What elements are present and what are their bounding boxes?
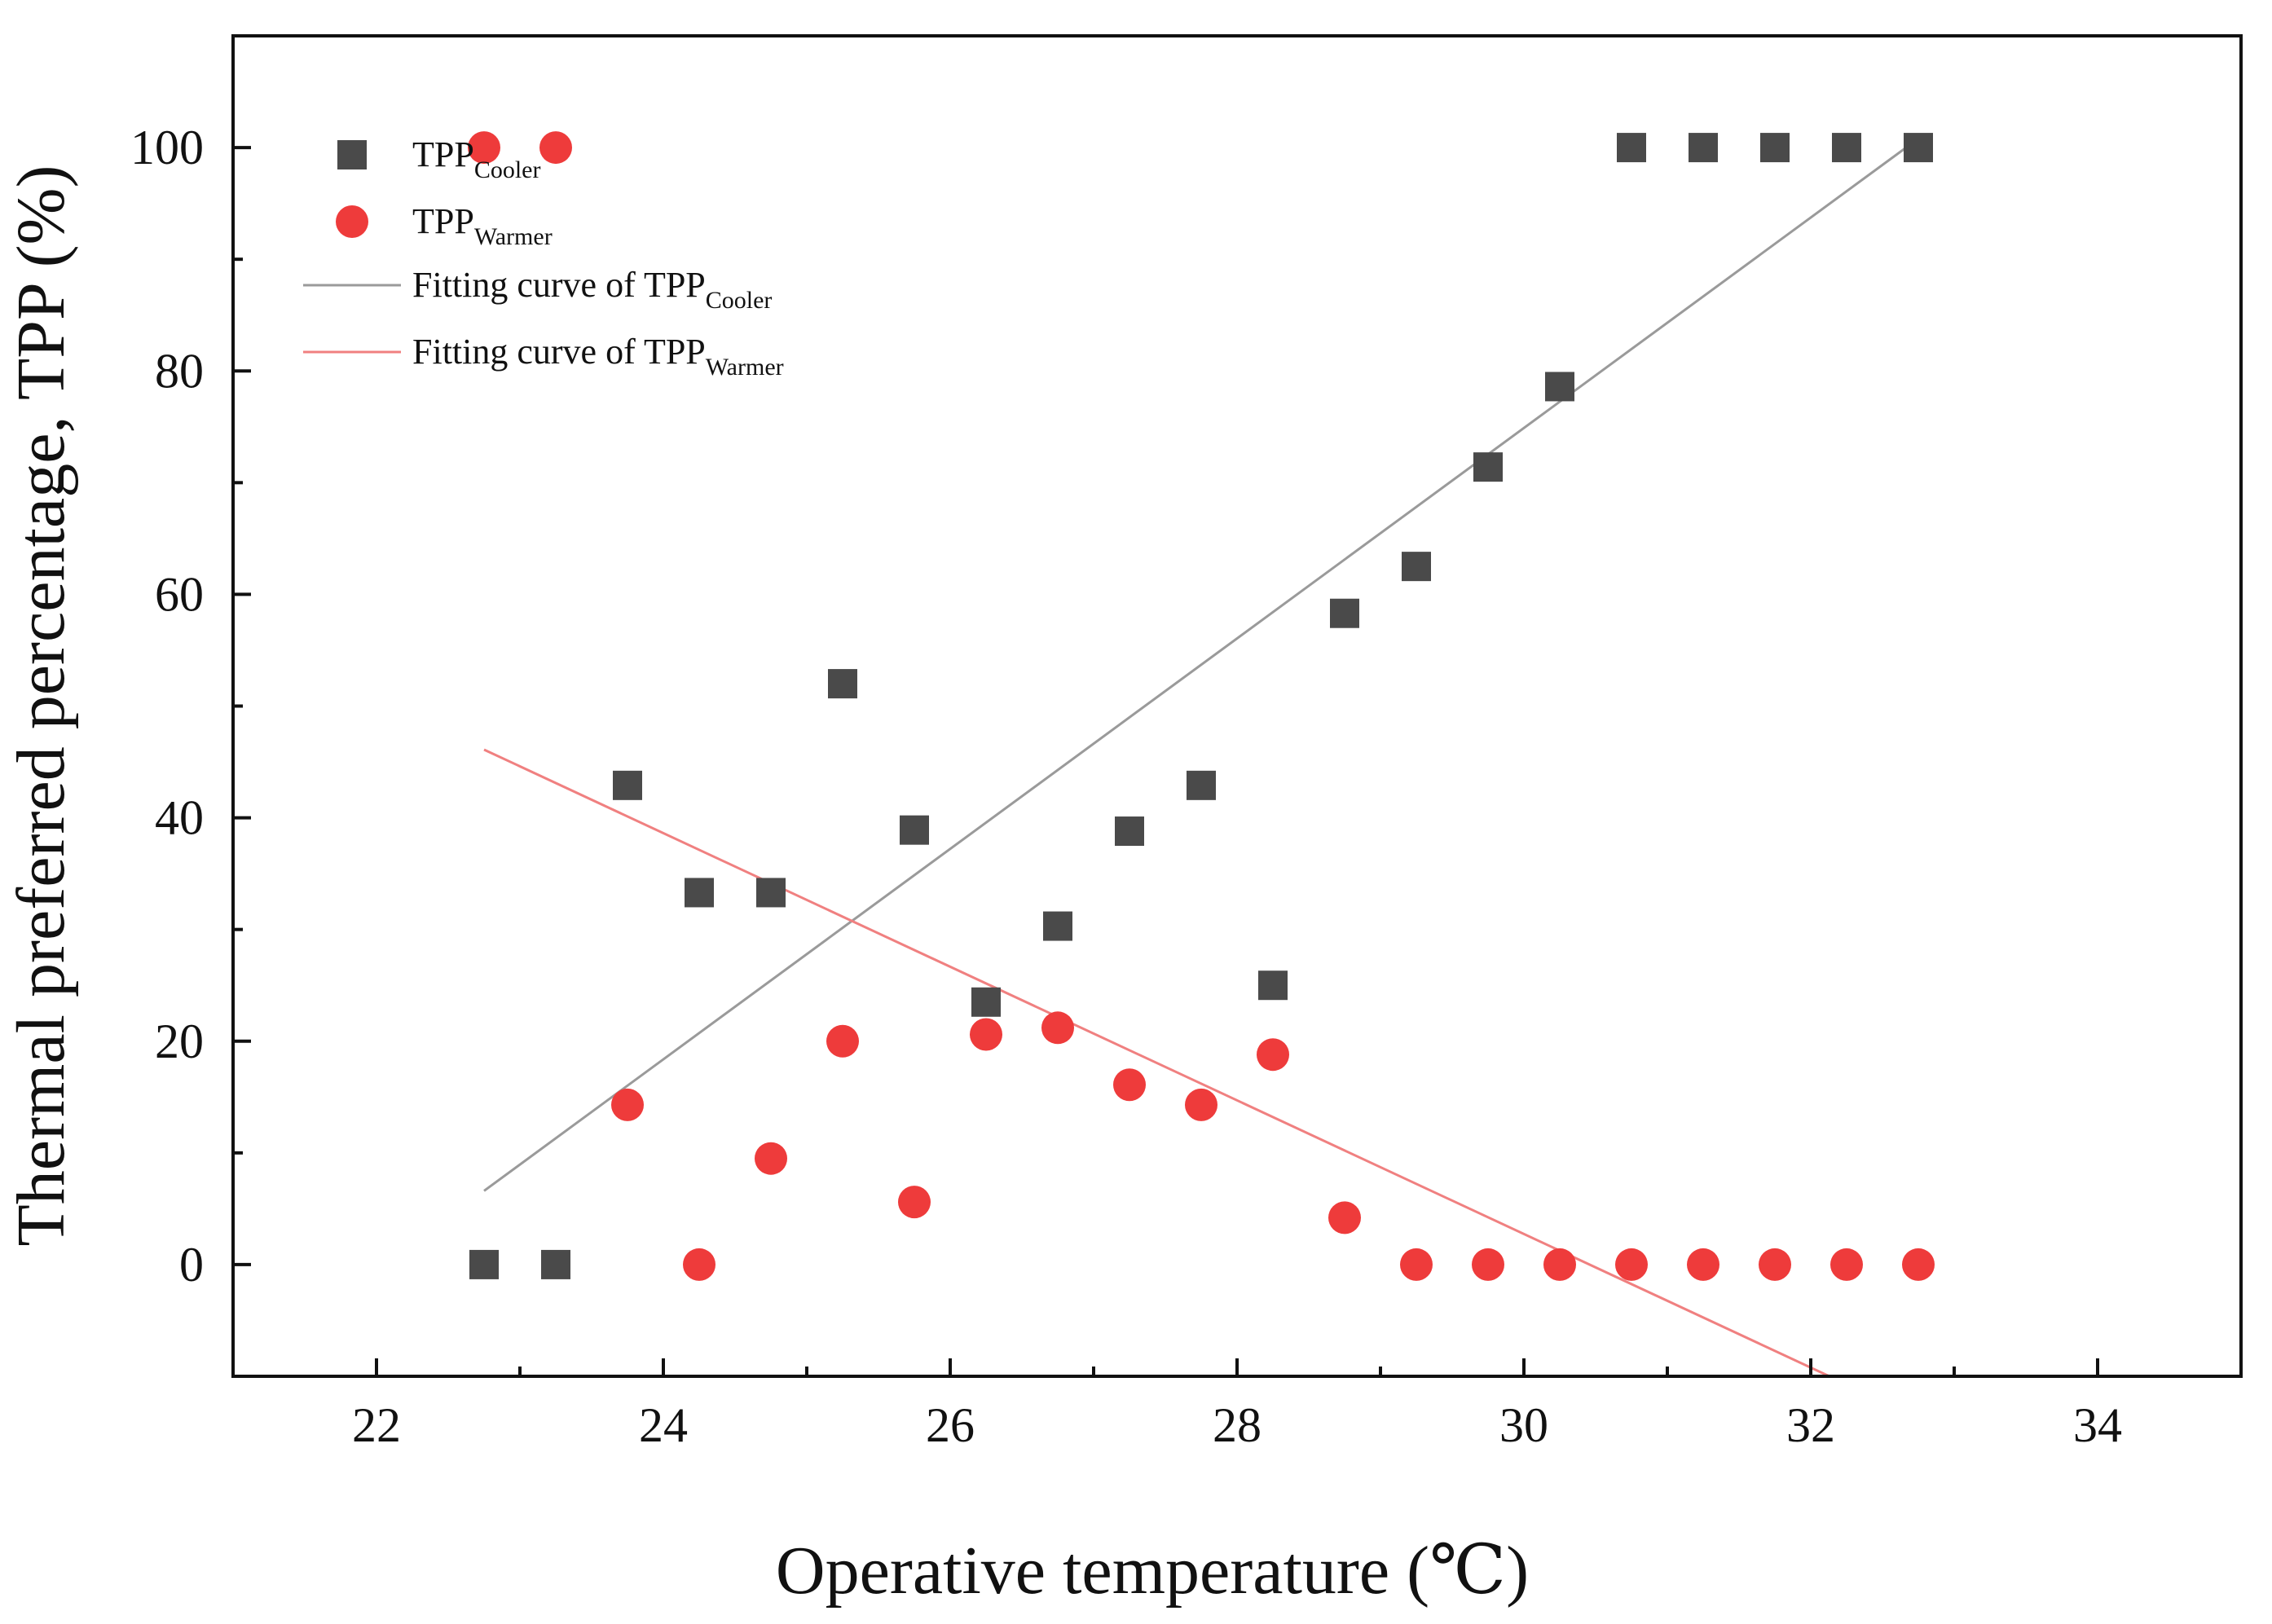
point-cooler [1617, 133, 1646, 163]
legend-label-warmer-subscript: Warmer [474, 223, 553, 250]
legend-label-cooler: TPPCooler [412, 134, 540, 183]
y-tick-label: 60 [155, 567, 204, 621]
y-axis: 0 20 40 60 80 100 [130, 34, 251, 1378]
point-cooler [1473, 452, 1503, 482]
legend-label-warmer: TPPWarmer [412, 201, 553, 250]
point-cooler [828, 669, 857, 699]
point-warmer [755, 1142, 787, 1175]
y-tick-label: 20 [155, 1014, 204, 1068]
point-cooler [1115, 816, 1144, 847]
x-tick-label: 24 [639, 1398, 688, 1452]
point-cooler [1689, 133, 1718, 163]
point-cooler [1760, 133, 1790, 163]
point-warmer [1328, 1201, 1361, 1235]
fit-line-warmer [483, 748, 1830, 1378]
point-warmer [1185, 1088, 1217, 1121]
x-tick-label: 26 [926, 1398, 975, 1452]
point-cooler [685, 878, 714, 908]
point-cooler [1545, 372, 1574, 402]
fit-line-cooler [483, 137, 1919, 1192]
legend-label-cooler-fit-subscript: Cooler [706, 287, 773, 314]
x-tick-label: 28 [1213, 1398, 1261, 1452]
point-cooler [900, 815, 929, 845]
point-warmer [898, 1186, 931, 1219]
point-cooler [469, 1249, 499, 1279]
point-warmer [1830, 1248, 1863, 1281]
x-axis: 22 24 26 28 30 32 34 [231, 1358, 2243, 1452]
legend-label-cooler-fit-text: Fitting curve of TPP [412, 265, 706, 305]
point-warmer [1400, 1248, 1433, 1281]
x-tick-label: 34 [2073, 1398, 2122, 1452]
point-warmer [1113, 1068, 1146, 1102]
point-cooler [613, 770, 642, 800]
point-cooler [756, 878, 786, 908]
point-warmer [826, 1024, 859, 1058]
x-axis-label: Operative temperature (℃) [776, 1533, 1529, 1609]
point-cooler [1043, 911, 1072, 941]
point-warmer [468, 131, 500, 165]
point-warmer [539, 131, 572, 165]
point-cooler [1330, 598, 1359, 628]
point-warmer [1615, 1248, 1648, 1281]
point-cooler [541, 1249, 570, 1279]
legend-label-cooler-text: TPP [412, 134, 474, 174]
point-cooler [1187, 770, 1216, 800]
legend-label-warmer-fit-subscript: Warmer [706, 354, 784, 381]
plot-marks [468, 131, 1935, 1378]
point-warmer [1902, 1248, 1935, 1281]
point-cooler [1904, 133, 1933, 163]
point-cooler [1402, 552, 1431, 582]
point-warmer [1041, 1011, 1074, 1045]
point-warmer [1687, 1248, 1719, 1281]
legend-label-warmer-text: TPP [412, 201, 474, 241]
point-warmer [1257, 1038, 1289, 1072]
legend-label-cooler-fit: Fitting curve of TPPCooler [412, 265, 772, 314]
legend-marker-warmer [336, 205, 368, 238]
x-tick-label: 22 [352, 1398, 401, 1452]
legend-label-cooler-subscript: Cooler [474, 156, 541, 183]
point-cooler [1258, 970, 1288, 1001]
point-warmer [1759, 1248, 1791, 1281]
y-axis-label: Thermal preferred percentage, TPP (%) [3, 165, 79, 1246]
point-warmer [1543, 1248, 1576, 1281]
y-tick-label: 40 [155, 791, 204, 845]
y-tick-label: 100 [130, 121, 204, 174]
x-tick-label: 30 [1499, 1398, 1548, 1452]
point-warmer [1472, 1248, 1504, 1281]
point-cooler [1832, 133, 1861, 163]
x-tick-label: 32 [1786, 1398, 1835, 1452]
point-warmer [970, 1018, 1002, 1051]
legend-label-warmer-fit: Fitting curve of TPPWarmer [412, 332, 784, 381]
point-warmer [611, 1088, 644, 1121]
legend-marker-cooler [337, 140, 367, 169]
y-tick-label: 80 [155, 344, 204, 398]
point-warmer [683, 1248, 716, 1281]
y-tick-label: 0 [179, 1238, 204, 1292]
point-cooler [971, 987, 1001, 1017]
legend-label-warmer-fit-text: Fitting curve of TPP [412, 332, 706, 372]
